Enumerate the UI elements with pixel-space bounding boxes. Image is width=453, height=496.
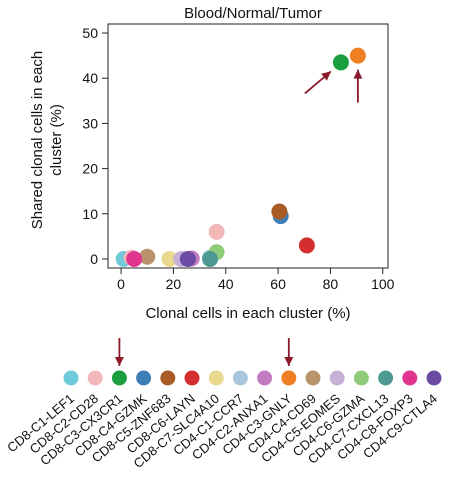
- y-tick-label: 0: [90, 251, 98, 267]
- legend-marker: [63, 370, 79, 386]
- plot-arrow-head: [353, 69, 363, 79]
- x-tick-label: 20: [166, 276, 182, 292]
- plot-frame: [107, 23, 389, 269]
- x-tick-label: 80: [323, 276, 339, 292]
- data-point: [126, 250, 143, 267]
- legend-marker: [87, 370, 103, 386]
- x-axis-label: Clonal cells in each cluster (%): [145, 305, 350, 322]
- legend-marker: [184, 370, 200, 386]
- legend-marker: [426, 370, 442, 386]
- legend-marker: [208, 370, 224, 386]
- legend-marker: [402, 370, 418, 386]
- data-point: [202, 250, 219, 267]
- legend-marker: [232, 370, 248, 386]
- legend-marker: [378, 370, 394, 386]
- legend-arrow-head: [114, 357, 124, 366]
- y-axis-label: Shared clonal cells in each cluster (%): [29, 51, 65, 229]
- y-axis-label-line-1: Shared clonal cells in each: [29, 51, 46, 229]
- plot-arrow-head: [321, 71, 331, 81]
- legend-marker: [136, 370, 152, 386]
- legend-marker: [111, 370, 127, 386]
- legend-marker: [353, 370, 369, 386]
- y-tick-label: 20: [82, 161, 98, 177]
- data-point: [139, 248, 156, 265]
- y-tick-label: 40: [82, 70, 98, 86]
- x-axis-ticks: 0 20 40 60 80 100: [117, 268, 395, 292]
- x-tick-label: 60: [270, 276, 286, 292]
- y-tick-label: 10: [82, 206, 98, 222]
- y-tick-label: 30: [82, 115, 98, 131]
- legend-marker: [281, 370, 297, 386]
- data-point: [179, 250, 196, 267]
- data-points: [115, 47, 366, 267]
- legend-marker: [160, 370, 176, 386]
- data-point: [332, 54, 349, 71]
- data-point: [349, 47, 366, 64]
- data-point: [298, 237, 315, 254]
- legend-marker: [329, 370, 345, 386]
- x-tick-label: 0: [117, 276, 125, 292]
- chart-title: Blood/Normal/Tumor: [184, 5, 322, 22]
- data-point: [208, 223, 225, 240]
- legend: CD8-C1-LEF1CD8-C2-CD28CD8-C3-CX3CR1CD8-C…: [4, 338, 442, 471]
- y-axis-label-line-2: cluster (%): [48, 104, 65, 176]
- legend-marker: [305, 370, 321, 386]
- data-point: [161, 250, 178, 267]
- legend-arrow-head: [284, 357, 294, 366]
- y-tick-label: 50: [82, 25, 98, 41]
- plot-border: [107, 23, 389, 269]
- x-tick-label: 100: [371, 276, 395, 292]
- y-axis-ticks: 0 10 20 30 40 50: [82, 25, 108, 267]
- x-tick-label: 40: [218, 276, 234, 292]
- data-point: [271, 203, 288, 220]
- legend-marker: [257, 370, 273, 386]
- highlight-arrows: [304, 69, 363, 103]
